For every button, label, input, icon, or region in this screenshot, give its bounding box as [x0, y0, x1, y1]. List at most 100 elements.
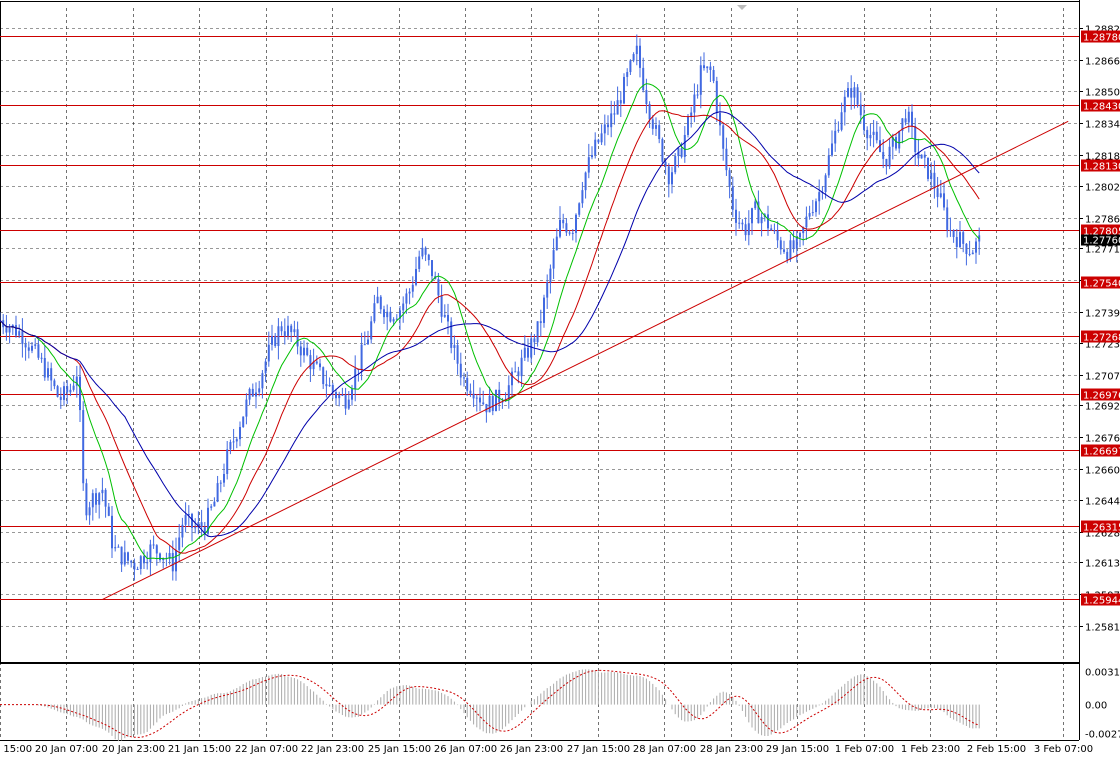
candle-body — [549, 268, 552, 283]
candle-body — [920, 154, 923, 159]
candle-body — [187, 513, 190, 516]
candle-body — [498, 389, 501, 403]
oscillator-signal-line — [0, 669, 980, 738]
candle-body — [946, 207, 949, 230]
candle-body — [683, 134, 686, 157]
candle-body — [725, 148, 728, 171]
candle-body — [939, 193, 942, 198]
candle-body — [731, 186, 734, 210]
candle-body — [907, 111, 910, 123]
candle-body — [911, 111, 913, 127]
price-axis-label: 1.27235 — [1085, 340, 1120, 351]
time-axis-label: 1 Feb 07:00 — [835, 744, 894, 755]
candle-body — [319, 363, 321, 368]
level-price-label: 1.27540 — [1083, 279, 1120, 290]
candle-body — [290, 325, 293, 333]
candle-body — [82, 410, 85, 484]
candle-body — [8, 327, 11, 333]
candle-body — [827, 155, 830, 176]
candle-body — [834, 130, 837, 144]
level-price-box — [1081, 99, 1120, 112]
candle-body — [943, 193, 945, 208]
oscillator-axis-label: 0.00 — [1085, 701, 1107, 712]
candle-body — [923, 154, 926, 158]
candle-body — [616, 100, 619, 115]
candle-body — [277, 326, 280, 347]
candle-body — [85, 483, 88, 516]
candle-body — [200, 522, 203, 528]
candle-body — [261, 373, 264, 389]
candle-body — [565, 223, 568, 233]
candle-body — [738, 222, 741, 224]
candle-body — [271, 335, 273, 345]
candle-body — [639, 45, 641, 68]
candle-body — [779, 240, 782, 250]
candle-body — [728, 170, 731, 187]
candle-body — [776, 230, 779, 241]
time-axis-label: 1 Feb 23:00 — [901, 744, 960, 755]
price-axis-label: 1.27390 — [1085, 309, 1120, 320]
candle-body — [597, 139, 600, 143]
candle-body — [207, 507, 209, 534]
candle-body — [661, 139, 664, 162]
candle-body — [850, 88, 853, 98]
candle-body — [517, 371, 520, 377]
candle-body — [719, 113, 721, 126]
candle-body — [501, 401, 504, 403]
candle-body — [824, 175, 827, 192]
candle-body — [975, 241, 977, 253]
candle-body — [312, 361, 315, 370]
candle-body — [687, 116, 689, 135]
candle-body — [495, 389, 497, 412]
candle-body — [184, 515, 187, 525]
time-axis-label: 28 Jan 23:00 — [700, 744, 763, 755]
moving-average-slow-line — [0, 111, 980, 538]
candle-body — [882, 152, 885, 159]
level-price-box — [1081, 444, 1120, 457]
candle-body — [59, 396, 62, 400]
candle-body — [402, 303, 405, 311]
candle-body — [379, 296, 382, 310]
price-axis-label: 1.26600 — [1085, 466, 1120, 477]
candle-body — [747, 223, 750, 236]
candle-body — [709, 66, 712, 71]
level-price-box — [1081, 30, 1120, 43]
price-axis-label: 1.28500 — [1085, 88, 1120, 99]
candle-body — [901, 118, 904, 131]
candle-body — [370, 321, 373, 340]
candle-body — [155, 545, 158, 554]
candle-body — [239, 427, 241, 440]
candle-body — [712, 70, 715, 81]
candle-body — [581, 190, 584, 204]
price-axis-label: 1.28820 — [1085, 25, 1120, 36]
candle-body — [210, 506, 213, 508]
candle-body — [751, 208, 753, 224]
candle-body — [693, 94, 696, 113]
candle-body — [149, 544, 152, 563]
oscillator-axis-label: -0.00277 — [1085, 729, 1120, 740]
candle-body — [645, 90, 648, 105]
candle-body — [335, 392, 337, 399]
candle-body — [415, 268, 417, 285]
candle-body — [178, 537, 181, 551]
candle-body — [37, 344, 40, 358]
candle-body — [466, 377, 469, 391]
candle-body — [293, 329, 296, 333]
time-axis-label: 20 Jan 07:00 — [35, 744, 98, 755]
candle-body — [488, 395, 491, 413]
candle-body — [594, 139, 597, 156]
candle-body — [507, 385, 510, 400]
candle-body — [789, 240, 792, 260]
price-axis-label: 1.26130 — [1085, 559, 1120, 570]
candle-body — [555, 236, 558, 251]
candle-body — [139, 556, 142, 569]
candle-body — [447, 314, 449, 322]
candle-body — [527, 347, 529, 358]
candle-body — [485, 404, 488, 413]
time-axis-label: 26 Jan 23:00 — [500, 744, 563, 755]
candle-body — [168, 553, 171, 559]
candle-body — [223, 473, 225, 483]
